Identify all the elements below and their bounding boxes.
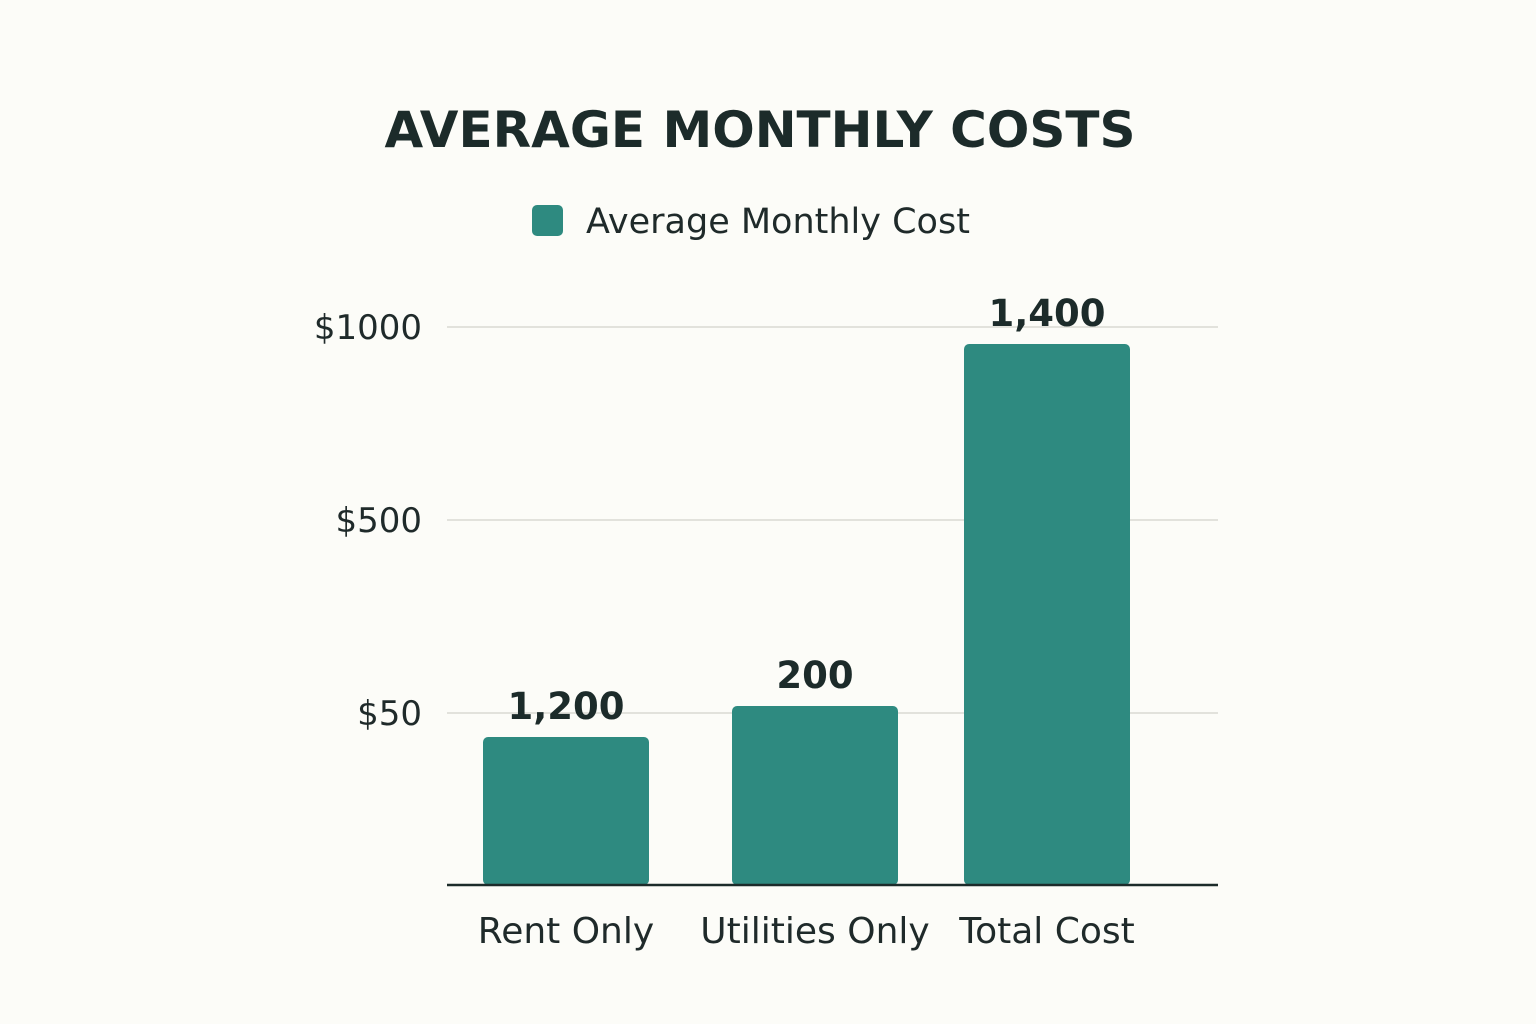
x-category-label: Utilities Only [700,911,929,952]
x-axis-categories: Rent Only Utilities Only Total Cost [478,911,1135,952]
y-tick-label: $1000 [314,308,422,348]
data-label: 1,200 [507,685,624,728]
data-label: 1,400 [988,292,1105,335]
y-tick-label: $500 [335,501,422,541]
x-category-label: Rent Only [478,911,654,952]
x-category-label: Total Cost [958,911,1135,952]
data-label: 200 [776,654,853,697]
bar-utilities-only [732,706,898,885]
legend-swatch [532,205,563,236]
y-axis-ticks: $50 $500 $1000 [314,308,422,734]
bars [483,344,1130,885]
y-tick-label: $50 [357,694,422,734]
legend: Average Monthly Cost [532,202,970,242]
legend-label: Average Monthly Cost [586,202,970,242]
bar-rent-only [483,737,649,885]
bar-total-cost [964,344,1130,885]
data-labels: 1,200 200 1,400 [507,292,1105,728]
chart-title: AVERAGE MONTHLY COSTS [384,101,1135,159]
